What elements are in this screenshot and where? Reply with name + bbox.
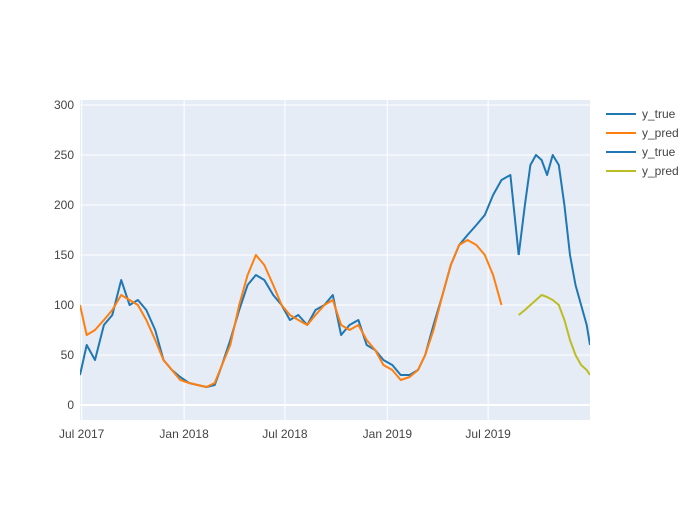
series-layer [80, 154, 590, 388]
y-axis-tick-labels: 0 50 100 150 200 250 300 [54, 98, 74, 412]
y-tick-label: 50 [61, 348, 75, 362]
y-tick-label: 150 [54, 248, 74, 262]
y-tick-label: 250 [54, 148, 74, 162]
legend-label: y_pred [642, 126, 679, 140]
series-line-y-true-3 [517, 154, 590, 346]
series-line-y-pred-4 [518, 294, 590, 376]
legend-item-y-pred-2[interactable]: y_pred [606, 126, 679, 140]
y-tick-label: 100 [54, 298, 74, 312]
y-tick-label: 300 [54, 98, 74, 112]
y-tick-label: 0 [67, 398, 74, 412]
legend-label: y_true [642, 107, 676, 121]
x-tick-label: Jul 2017 [59, 427, 105, 441]
legend-item-y-true-3[interactable]: y_true [606, 145, 676, 159]
legend-item-y-true-1[interactable]: y_true [606, 107, 676, 121]
series-line-y-pred-2 [80, 239, 503, 388]
x-tick-label: Jul 2018 [262, 427, 308, 441]
x-tick-label: Jan 2018 [159, 427, 209, 441]
y-tick-label: 200 [54, 198, 74, 212]
plot-background [80, 100, 590, 420]
x-tick-label: Jul 2019 [465, 427, 511, 441]
legend-item-y-pred-4[interactable]: y_pred [606, 164, 679, 178]
x-axis-tick-labels: Jul 2017 Jan 2018 Jul 2018 Jan 2019 Jul 2019 [59, 427, 511, 441]
x-tick-label: Jan 2019 [363, 427, 413, 441]
legend-label: y_true [642, 145, 676, 159]
grid-lines [80, 100, 590, 420]
legend[interactable]: y_true y_pred y_true y_pred [606, 107, 679, 178]
legend-label: y_pred [642, 164, 679, 178]
